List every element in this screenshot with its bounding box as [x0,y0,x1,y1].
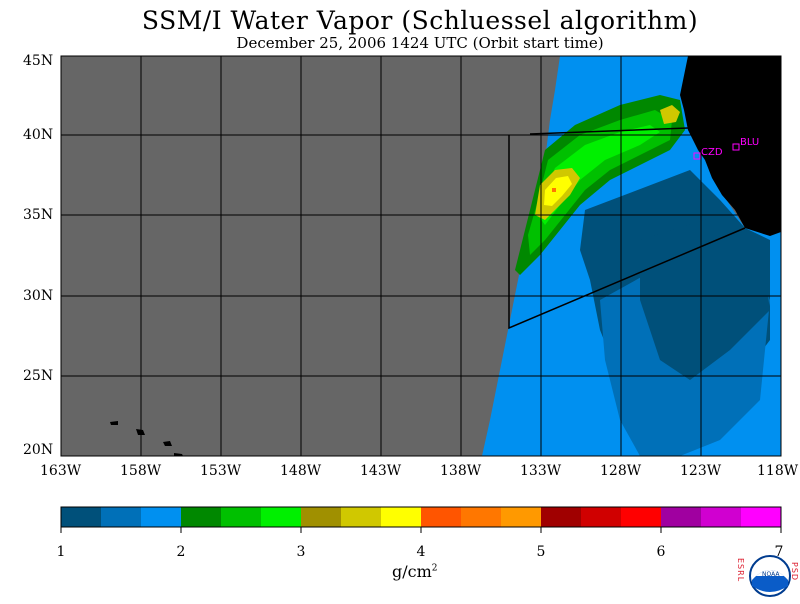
colorbar-swatch [501,507,542,527]
colorbar-swatch [741,507,782,527]
lat-label-25n: 25N [23,368,54,384]
swath-yellow-north [660,105,680,124]
map-frame [60,55,782,457]
colorbar-tick-2: 2 [176,544,186,560]
station-czd-marker [693,152,701,160]
swath-darkblue-east [640,215,770,380]
units-text: g/cm [392,562,432,581]
colorbar [60,506,782,533]
colorbar-swatch [261,507,302,527]
lat-label-30n: 30N [23,288,54,304]
swath-orange-pixel [552,188,556,192]
lat-label-20n: 20N [23,442,54,458]
units-superscript: 2 [431,563,438,574]
lon-label-158w: 158W [120,463,162,479]
station-blu-label: BLU [740,137,760,148]
colorbar-swatch [101,507,142,527]
lon-label-133w: 133W [520,463,562,479]
island-hawaii [174,453,183,456]
colorbar-tick-3: 3 [296,544,306,560]
island-kauai [110,421,118,425]
lat-label-35n: 35N [23,207,54,223]
lat-label-40n: 40N [23,127,54,143]
logo-left-text: ESRL [736,558,745,583]
colorbar-swatch [661,507,702,527]
colorbar-swatch [701,507,742,527]
lon-label-138w: 138W [440,463,482,479]
colorbar-swatch [541,507,582,527]
noaa-emblem-icon [749,555,791,597]
logo-center-text: NOAA [762,571,780,578]
lon-label-118w: 118W [757,463,799,479]
domain-outline [508,135,746,330]
logo-right-text: PSD [790,562,799,582]
lon-label-163w: 163W [40,463,82,479]
colorbar-tick-7: 7 [774,544,784,560]
lon-label-128w: 128W [600,463,642,479]
colorbar-tick-1: 1 [56,544,66,560]
colorbar-swatch [421,507,462,527]
noaa-logo: NOAA ESRL PSD [734,552,799,600]
colorbar-swatch [181,507,222,527]
graticule [61,56,781,456]
colorbar-swatch [221,507,262,527]
colorbar-swatch [381,507,422,527]
station-blu-marker [732,143,740,151]
colorbar-tick-4: 4 [416,544,426,560]
chart-subtitle: December 25, 2006 1424 UTC (Orbit start … [236,34,604,52]
colorbar-swatch [341,507,382,527]
colorbar-swatch [301,507,342,527]
colorbar-units: g/cm2 [392,562,438,581]
swath-yellow-bright [544,176,572,206]
island-maui [163,441,172,446]
station-czd-label: CZD [701,147,723,158]
chart-title: SSM/I Water Vapor (Schluessel algorithm) [141,6,699,35]
colorbar-tick-5: 5 [536,544,546,560]
domain-outline-top [529,127,689,135]
colorbar-tick-6: 6 [656,544,666,560]
colorbar-swatch [621,507,662,527]
land-california [680,56,781,236]
colorbar-swatch [61,507,102,527]
colorbar-swatch [461,507,502,527]
lon-label-148w: 148W [280,463,322,479]
lon-label-143w: 143W [360,463,402,479]
lat-label-45n: 45N [23,53,54,69]
lon-label-123w: 123W [680,463,722,479]
lon-label-153w: 153W [200,463,242,479]
colorbar-swatch [141,507,182,527]
colorbar-swatch [581,507,622,527]
